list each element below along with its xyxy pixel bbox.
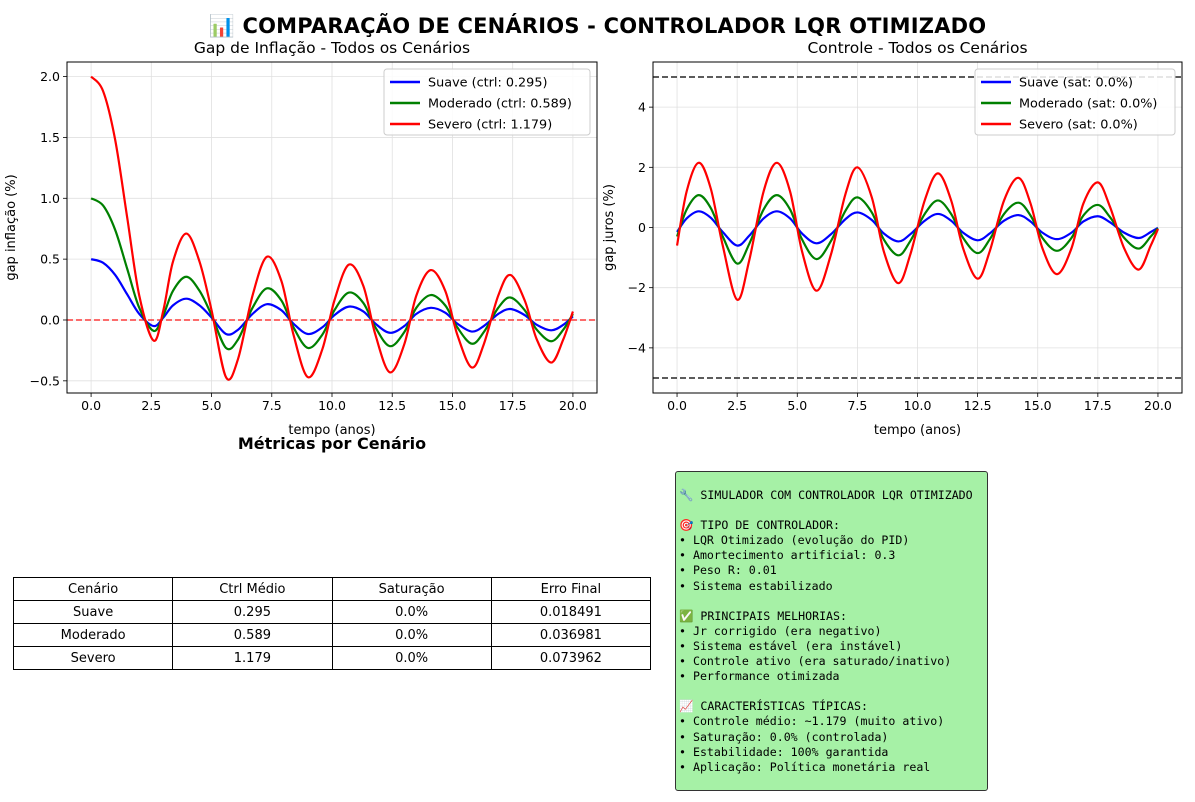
x-tick-label: 20.0 [1144,398,1172,413]
series-line-severo [90,75,574,381]
table-row: Moderado 0.589 0.0% 0.036981 [12,623,652,647]
header-erro-final: Erro Final [490,577,652,601]
info-line: • LQR Otimizado (evolução do PID) [679,533,910,548]
y-tick-label: 0 [638,220,646,235]
legend-label: Suave (ctrl: 0.295) [428,76,547,91]
info-line: ✅ PRINCIPAIS MELHORIAS: [679,608,847,623]
info-line: 📈 CARACTERÍSTICAS TÍPICAS: [679,699,868,714]
table-cell: 0.295 [172,600,333,624]
x-tick-label: 12.5 [378,398,406,413]
metrics-table: Cenário Ctrl Médio Saturação Erro Final … [12,577,652,670]
axes-frame [652,61,1183,394]
series-line-suave [90,258,574,336]
series-line-suave [676,210,1159,247]
info-line: • Sistema estável (era instável) [679,638,903,653]
x-tick-label: 20.0 [559,398,587,413]
y-tick-label: 2.0 [40,69,60,84]
y-tick-label: −0.5 [30,373,60,388]
info-box: 🔧 SIMULADOR COM CONTROLADOR LQR OTIMIZAD… [675,471,988,791]
figure-title: 📊 COMPARAÇÃO DE CENÁRIOS - CONTROLADOR L… [208,14,987,38]
x-tick-label: 7.5 [262,398,282,413]
info-line [679,503,987,518]
table-cell: 0.036981 [490,623,652,647]
y-axis-label: gap inflação (%) [4,174,19,280]
legend-label: Moderado (sat: 0.0%) [1019,97,1157,112]
series-line-moderado [676,194,1159,265]
legend-box [383,68,591,136]
table-row: Suave 0.295 0.0% 0.018491 [12,600,652,624]
y-tick-label: −2 [628,280,646,295]
info-line: 🔧 SIMULADOR COM CONTROLADOR LQR OTIMIZAD… [679,488,973,502]
info-line: • Estabilidade: 100% garantida [679,744,889,759]
x-tick-label: 2.5 [141,398,161,413]
header-cenario: Cenário [12,577,174,601]
header-ctrl-medio: Ctrl Médio [172,577,333,601]
y-tick-label: 4 [638,100,646,115]
chart-title: Controle - Todos os Cenários [807,39,1027,57]
header-saturacao: Saturação [331,577,492,601]
x-tick-label: 10.0 [318,398,346,413]
info-line: • Controle ativo (era saturado/inativo) [679,654,952,669]
table-cell: 0.589 [172,623,333,647]
table-cell: 0.0% [331,646,492,670]
legend-label: Severo (ctrl: 1.179) [428,118,552,133]
table-cell: 0.0% [331,623,492,647]
info-line: • Saturação: 0.0% (controlada) [679,729,889,744]
series-line-severo [675,161,1159,301]
table-header-row: Cenário Ctrl Médio Saturação Erro Final [12,577,652,601]
metrics-title: Métricas por Cenário [237,434,427,453]
legend-box [974,68,1176,136]
table-cell: Moderado [12,623,174,647]
legend-label: Severo (sat: 0.0%) [1019,118,1138,133]
y-tick-label: 0.5 [40,252,60,267]
y-tick-label: −4 [628,340,646,355]
x-tick-label: 2.5 [727,398,747,413]
y-tick-label: 1.0 [40,191,60,206]
info-line [679,594,987,609]
table-cell: 1.179 [172,646,333,670]
table-cell: Severo [12,646,174,670]
info-line: • Aplicação: Política monetária real [679,759,931,774]
info-line [679,684,987,699]
y-tick-label: 0.0 [40,312,60,327]
info-line: • Amortecimento artificial: 0.3 [679,548,896,563]
table-cell: Suave [12,600,174,624]
x-tick-label: 0.0 [81,398,101,413]
table-cell: 0.0% [331,600,492,624]
series-line-moderado [90,197,574,351]
table-cell: 0.018491 [490,600,652,624]
legend-label: Suave (sat: 0.0%) [1019,76,1133,91]
y-tick-label: 1.5 [40,130,60,145]
info-line: • Performance otimizada [679,669,840,684]
table-cell: 0.073962 [490,646,652,670]
x-tick-label: 5.0 [202,398,222,413]
x-tick-label: 12.5 [964,398,992,413]
chart-title: Gap de Inflação - Todos os Cenários [194,39,470,57]
info-line: • Controle médio: ~1.179 (muito ativo) [679,714,945,729]
y-axis-label: gap juros (%) [602,184,617,271]
y-tick-label: 2 [638,160,646,175]
table-row: Severo 1.179 0.0% 0.073962 [12,646,652,670]
legend-label: Moderado (ctrl: 0.589) [428,97,572,112]
x-tick-label: 17.5 [1084,398,1112,413]
x-tick-label: 10.0 [904,398,932,413]
info-line: • Sistema estabilizado [679,578,833,593]
info-line: • Peso R: 0.01 [679,563,777,578]
x-tick-label: 5.0 [787,398,807,413]
x-tick-label: 15.0 [439,398,467,413]
x-tick-label: 0.0 [667,398,687,413]
x-tick-label: 7.5 [847,398,867,413]
x-axis-label: tempo (anos) [874,423,961,438]
x-tick-label: 17.5 [499,398,527,413]
x-tick-label: 15.0 [1024,398,1052,413]
info-line: 🎯 TIPO DE CONTROLADOR: [679,518,841,533]
axes-frame [66,61,598,394]
info-line: • Jr corrigido (era negativo) [679,623,882,638]
